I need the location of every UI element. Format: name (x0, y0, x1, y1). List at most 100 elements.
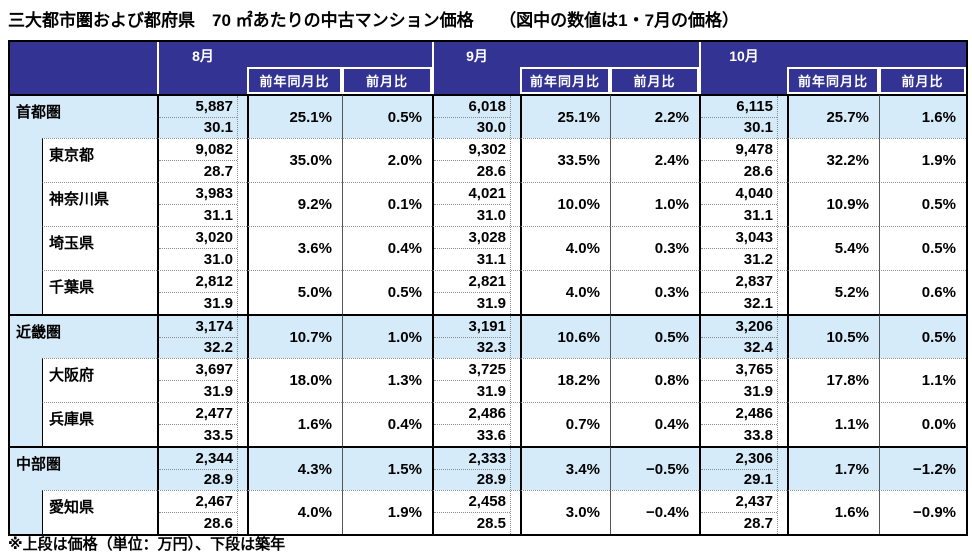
month-header-label: 8月 (192, 48, 214, 64)
building-age-value: 28.9 (203, 471, 233, 489)
price-value: 6,115 (701, 96, 777, 118)
building-age-value: 31.1 (743, 207, 773, 224)
price-value: 3,020 (159, 227, 237, 249)
price-value: 2,467 (159, 491, 237, 513)
price-inner: 9,082 28.7 (159, 139, 238, 182)
price-value: 2,812 (159, 271, 237, 293)
building-age-value: 31.1 (203, 207, 233, 224)
price-value: 3,725 (434, 359, 510, 381)
building-age-value: 32.1 (743, 295, 773, 312)
yoy-value: 10.9% (787, 182, 879, 226)
building-age-value: 28.5 (476, 515, 506, 532)
price-cell: 9,302 28.6 (432, 138, 520, 182)
mom-value: 1.3% (342, 358, 432, 402)
yoy-value: 10.7% (247, 314, 342, 358)
price-cell: 2,477 33.5 (157, 402, 247, 446)
price-cell: 2,344 28.9 (157, 446, 247, 490)
mom-value: 0.1% (342, 182, 432, 226)
price-value: 3,043 (701, 227, 777, 249)
price-cell: 6,018 30.0 (432, 94, 520, 138)
price-inner: 3,191 32.3 (434, 316, 511, 358)
price-value: 9,478 (701, 139, 777, 161)
month-header-label: 9月 (466, 48, 488, 64)
price-value: 3,028 (434, 227, 510, 249)
mom-value: 0.3% (610, 270, 699, 314)
building-age-value: 32.2 (203, 339, 233, 357)
mom-value: 0.4% (342, 226, 432, 270)
building-age-value: 28.7 (743, 515, 773, 532)
yoy-value: 18.2% (520, 358, 610, 402)
mom-value: 0.5% (342, 270, 432, 314)
group-strip (10, 490, 42, 534)
mom-value: 2.0% (342, 138, 432, 182)
price-value: 3,191 (434, 316, 510, 338)
yoy-value: 4.0% (247, 490, 342, 534)
price-cell: 3,697 31.9 (157, 358, 247, 402)
price-inner: 2,477 33.5 (159, 403, 238, 446)
building-age-value: 31.9 (203, 383, 233, 400)
month-header-label: 10月 (729, 48, 759, 64)
price-cell: 4,040 31.1 (699, 182, 787, 226)
subheader-mom: 前月比 (342, 67, 432, 94)
mom-value: 0.5% (879, 314, 966, 358)
price-cell: 2,437 28.7 (699, 490, 787, 534)
price-cell: 3,043 31.2 (699, 226, 787, 270)
price-inner: 3,020 31.0 (159, 227, 238, 270)
yoy-value: 1.6% (787, 490, 879, 534)
price-value: 2,821 (434, 271, 510, 293)
building-age-value: 32.3 (476, 339, 506, 357)
price-cell: 3,765 31.9 (699, 358, 787, 402)
mom-value: 0.3% (610, 226, 699, 270)
yoy-value: 33.5% (520, 138, 610, 182)
yoy-value: 3.4% (520, 446, 610, 490)
mom-value: 1.6% (879, 94, 966, 138)
subheader-mom: 前月比 (879, 67, 966, 94)
yoy-value: 25.7% (787, 94, 879, 138)
building-age-value: 29.1 (743, 471, 773, 489)
price-cell: 3,725 31.9 (432, 358, 520, 402)
subheader-yoy: 前年同月比 (520, 67, 610, 94)
price-inner: 4,021 31.0 (434, 183, 511, 226)
price-inner: 2,486 33.8 (701, 403, 778, 446)
price-table: 8月 前年同月比 前月比 9月 前年同月比 前月比 10月 前年同月比 前月比 … (8, 40, 968, 536)
price-cell: 2,306 29.1 (699, 446, 787, 490)
mom-value: 2.4% (610, 138, 699, 182)
price-inner: 6,115 30.1 (701, 96, 778, 138)
yoy-value: 17.8% (787, 358, 879, 402)
month-header-september: 9月 (432, 42, 520, 94)
price-inner: 2,486 33.6 (434, 403, 511, 446)
footnote: ※上段は価格（単位：万円）、下段は築年 (8, 536, 286, 553)
building-age-value: 33.5 (203, 427, 233, 444)
price-inner: 6,018 30.0 (434, 96, 511, 138)
building-age-value: 31.2 (743, 251, 773, 268)
price-inner: 3,174 32.2 (159, 316, 238, 358)
group-strip (10, 226, 42, 270)
building-age-value: 31.1 (476, 251, 506, 268)
price-inner: 4,040 31.1 (701, 183, 778, 226)
group-strip (10, 138, 42, 182)
price-value: 2,344 (159, 448, 237, 470)
price-inner: 3,697 31.9 (159, 359, 238, 402)
subheader-yoy: 前年同月比 (787, 67, 879, 94)
price-inner: 5,887 30.1 (159, 96, 238, 138)
price-cell: 9,082 28.7 (157, 138, 247, 182)
price-value: 2,486 (701, 403, 777, 425)
mom-value: 0.8% (610, 358, 699, 402)
yoy-value: 10.0% (520, 182, 610, 226)
building-age-value: 28.6 (476, 163, 506, 180)
price-value: 2,458 (434, 491, 510, 513)
price-inner: 2,306 29.1 (701, 448, 778, 490)
building-age-value: 31.0 (476, 207, 506, 224)
price-value: 4,040 (701, 183, 777, 205)
price-cell: 3,191 32.3 (432, 314, 520, 358)
price-inner: 9,478 28.6 (701, 139, 778, 182)
yoy-value: 1.7% (787, 446, 879, 490)
price-cell: 3,983 31.1 (157, 182, 247, 226)
building-age-value: 31.9 (476, 295, 506, 312)
prefecture-label: 愛知県 (42, 490, 157, 534)
page-title: 三大都市圏および都府県 70 ㎡あたりの中古マンション価格 （図中の数値は1・7… (8, 11, 740, 30)
building-age-value: 28.9 (476, 471, 506, 489)
month-header-august: 8月 (157, 42, 247, 94)
price-value: 5,887 (159, 96, 237, 118)
price-inner: 2,437 28.7 (701, 491, 778, 534)
